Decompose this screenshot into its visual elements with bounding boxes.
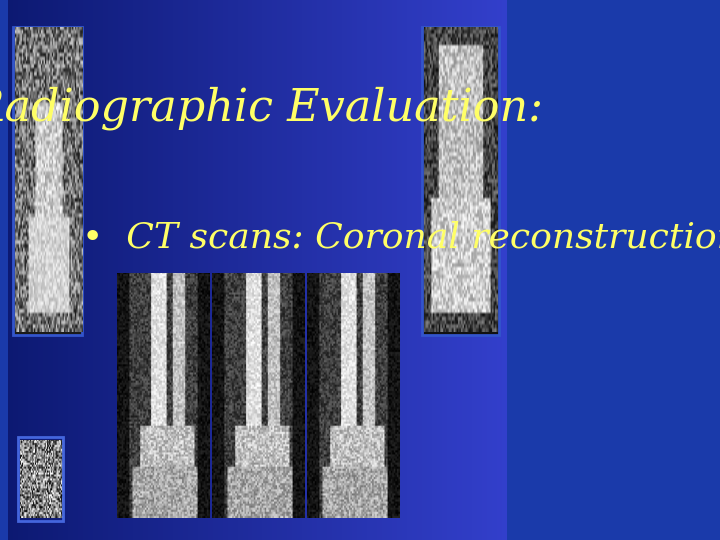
Text: Radiographic Evaluation:: Radiographic Evaluation:: [0, 86, 544, 130]
Text: •  CT scans: Coronal reconstructions,: • CT scans: Coronal reconstructions,: [82, 221, 720, 254]
FancyBboxPatch shape: [422, 27, 499, 335]
FancyBboxPatch shape: [12, 27, 82, 335]
